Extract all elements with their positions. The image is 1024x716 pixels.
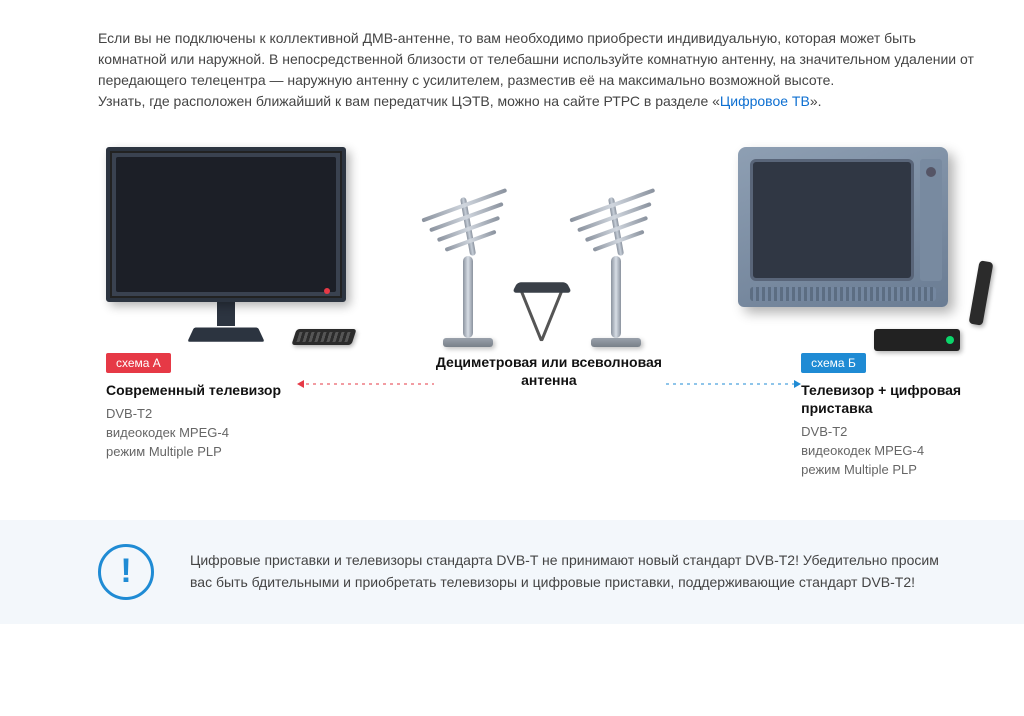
remote-icon xyxy=(969,260,994,325)
intro-line2-pre: Узнать, где расположен ближайший к вам п… xyxy=(98,93,720,109)
connector-arrow-right xyxy=(794,380,801,388)
antenna-column xyxy=(397,122,687,347)
set-top-box-icon xyxy=(874,329,960,351)
labels-row: схема А Современный телевизор DVB-T2 вид… xyxy=(98,353,976,480)
warning-text: Цифровые приставки и телевизоры стандарт… xyxy=(190,550,964,593)
scheme-b-sub: DVB-T2 видеокодек MPEG-4 режим Multiple … xyxy=(801,423,968,480)
antenna-label: Дециметровая или всеволновая антенна xyxy=(434,353,664,395)
scheme-b-column xyxy=(738,122,968,347)
scheme-a-label: схема А Современный телевизор DVB-T2 вид… xyxy=(106,353,297,462)
scheme-b-label: схема Б Телевизор + цифровая приставка D… xyxy=(801,353,968,480)
antenna-icon xyxy=(397,137,687,347)
digital-tv-link[interactable]: Цифровое ТВ xyxy=(720,93,810,109)
scheme-b-badge: схема Б xyxy=(801,353,866,373)
connector-blue xyxy=(664,383,794,385)
equipment-diagram xyxy=(98,122,976,347)
indoor-antenna-icon xyxy=(509,281,575,351)
connector-arrow-left xyxy=(297,380,304,388)
scheme-a-badge: схема А xyxy=(106,353,171,373)
warning-box: ! Цифровые приставки и телевизоры станда… xyxy=(0,520,1024,624)
intro-line2-post: ». xyxy=(810,93,822,109)
remote-icon xyxy=(291,329,356,345)
connector-red xyxy=(304,383,434,385)
intro-paragraph: Если вы не подключены к коллективной ДМВ… xyxy=(98,28,976,112)
exclamation-icon: ! xyxy=(98,544,154,600)
scheme-a-title: Современный телевизор xyxy=(106,381,297,399)
intro-line1: Если вы не подключены к коллективной ДМВ… xyxy=(98,30,974,88)
scheme-b-title: Телевизор + цифровая приставка xyxy=(801,381,968,417)
modern-tv-icon xyxy=(106,147,346,347)
antenna-title: Дециметровая или всеволновая антенна xyxy=(434,353,664,389)
crt-tv-icon xyxy=(738,147,968,347)
scheme-a-sub: DVB-T2 видеокодек MPEG-4 режим Multiple … xyxy=(106,405,297,462)
scheme-a-column xyxy=(106,122,346,347)
